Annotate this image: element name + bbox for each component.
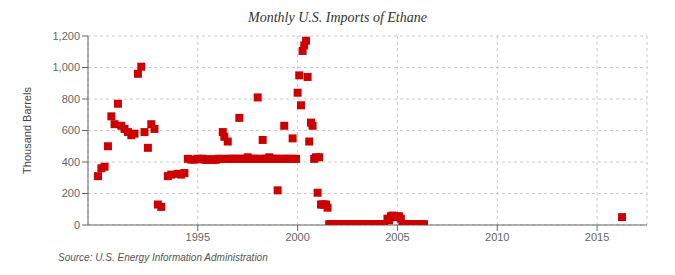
html-text:Source: U.S. Energy Informatio: Source: U.S. Energy Information Administ… xyxy=(58,252,268,263)
svg-text:400: 400 xyxy=(62,156,80,168)
svg-text:0: 0 xyxy=(74,219,80,231)
svg-text:2000: 2000 xyxy=(285,231,309,243)
svg-text:200: 200 xyxy=(62,187,80,199)
svg-text:2015: 2015 xyxy=(585,231,609,243)
svg-text:600: 600 xyxy=(62,124,80,136)
svg-text:1,000: 1,000 xyxy=(52,61,80,73)
svg-text:1995: 1995 xyxy=(186,231,210,243)
svg-text:800: 800 xyxy=(62,93,80,105)
svg-text:1,200: 1,200 xyxy=(52,30,80,42)
svg-text:2005: 2005 xyxy=(385,231,409,243)
html-text:Monthly U.S. Imports of Ethane: Monthly U.S. Imports of Ethane xyxy=(248,10,427,25)
svg-text:2010: 2010 xyxy=(485,231,509,243)
svg-text:Thousand Barrels: Thousand Barrels xyxy=(21,87,33,174)
